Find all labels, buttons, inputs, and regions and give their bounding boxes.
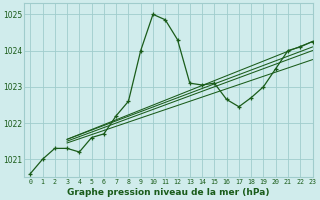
X-axis label: Graphe pression niveau de la mer (hPa): Graphe pression niveau de la mer (hPa) [67, 188, 269, 197]
